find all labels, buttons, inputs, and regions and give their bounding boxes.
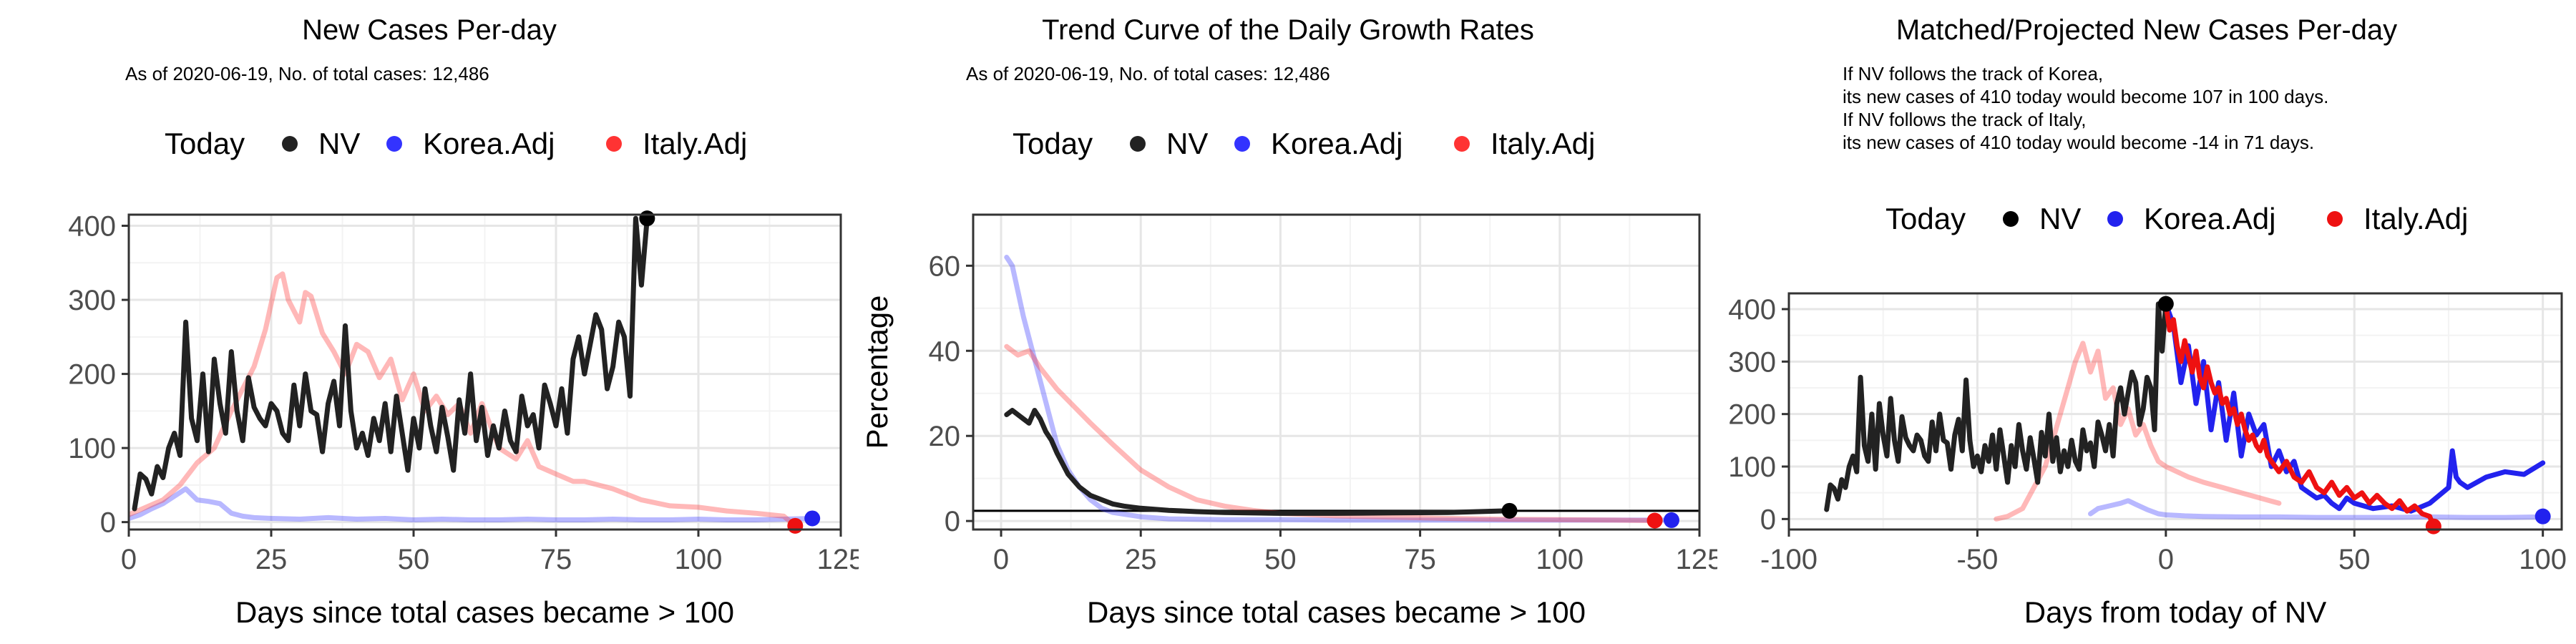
chart-subtitle: As of 2020-06-19, No. of total cases: 12… bbox=[966, 63, 1330, 84]
legend-swatch-italy-adj bbox=[2327, 211, 2343, 227]
today-point-nv bbox=[639, 210, 655, 227]
legend-swatch-korea-adj bbox=[1234, 136, 1250, 152]
legend-swatch-nv bbox=[2003, 211, 2019, 227]
plot-border bbox=[127, 213, 842, 531]
legend-label-korea-adj: Korea.Adj bbox=[1271, 127, 1402, 160]
legend-label-italy-adj: Italy.Adj bbox=[2363, 202, 2468, 235]
y-axis-label: Percentage bbox=[860, 296, 894, 449]
legend-title: Today bbox=[1013, 127, 1093, 160]
legend-swatch-nv bbox=[1130, 136, 1146, 152]
y-tick-label: 200 bbox=[68, 359, 116, 391]
chart-subtitle: If NV follows the track of Korea, its new… bbox=[1843, 63, 2328, 153]
legend-label-korea-adj: Korea.Adj bbox=[423, 127, 555, 160]
x-tick-label: 50 bbox=[1264, 544, 1297, 575]
series-line-nv bbox=[1824, 301, 2169, 512]
chart-subtitle: As of 2020-06-19, No. of total cases: 12… bbox=[125, 63, 489, 84]
today-point-nv bbox=[1501, 502, 1518, 519]
subtitle-line: its new cases of 410 today would become … bbox=[1843, 86, 2328, 107]
x-tick-label: 0 bbox=[121, 544, 137, 575]
subtitle-line: If NV follows the track of Italy, bbox=[1843, 109, 2087, 130]
x-tick-label: 125 bbox=[1676, 544, 1717, 575]
growth-rates-chart: Trend Curve of the Daily Growth Rates As … bbox=[860, 14, 1717, 629]
x-tick-label: 100 bbox=[2519, 544, 2567, 575]
y-tick-label: 100 bbox=[1728, 452, 1776, 483]
today-point-korea-adj bbox=[804, 510, 821, 527]
series-line-korea-adj bbox=[129, 486, 815, 522]
legend-title: Today bbox=[165, 127, 245, 160]
subtitle-line: If NV follows the track of Korea, bbox=[1843, 63, 2103, 84]
series-line-italy-adj bbox=[1004, 343, 1657, 523]
legend-swatch-italy-adj bbox=[1454, 136, 1470, 152]
subtitle-line: As of 2020-06-19, No. of total cases: 12… bbox=[125, 63, 489, 84]
series-line-nv bbox=[132, 215, 650, 512]
today-point-korea-adj bbox=[1663, 512, 1679, 528]
today-point-italy-adj bbox=[1646, 512, 1663, 529]
chart-title: Matched/Projected New Cases Per-day bbox=[1896, 14, 2397, 46]
chart-panel-growth-rates: Trend Curve of the Daily Growth Rates As … bbox=[859, 0, 1717, 644]
plot-border bbox=[1787, 292, 2563, 531]
legend-label-italy-adj: Italy.Adj bbox=[643, 127, 747, 160]
x-tick-label: 50 bbox=[398, 544, 430, 575]
subtitle-line: As of 2020-06-19, No. of total cases: 12… bbox=[966, 63, 1330, 84]
legend-swatch-nv bbox=[282, 136, 298, 152]
x-axis-label: Days since total cases became > 100 bbox=[235, 595, 734, 629]
y-tick-label: 200 bbox=[1728, 399, 1776, 431]
chart-panel-projected: Matched/Projected New Cases Per-day If NV… bbox=[1717, 0, 2576, 644]
x-tick-label: 125 bbox=[817, 544, 859, 575]
x-tick-label: 75 bbox=[540, 544, 572, 575]
x-tick-label: 25 bbox=[255, 544, 288, 575]
series-line-korea-adj-past- bbox=[2088, 498, 2546, 520]
x-tick-label: 50 bbox=[2338, 544, 2371, 575]
legend-label-korea-adj: Korea.Adj bbox=[2144, 202, 2275, 235]
y-tick-label: 100 bbox=[68, 433, 116, 464]
y-tick-label: 20 bbox=[929, 421, 961, 452]
x-tick-label: -50 bbox=[1957, 544, 1999, 575]
chart-panel-new-cases: New Cases Per-day As of 2020-06-19, No. o… bbox=[0, 0, 859, 644]
x-tick-label: 0 bbox=[2158, 544, 2174, 575]
today-point-korea-adj bbox=[2534, 508, 2551, 525]
series-line-korea-adj bbox=[2163, 301, 2546, 514]
y-tick-label: 0 bbox=[945, 506, 960, 537]
series-group bbox=[973, 255, 1699, 523]
legend-label-nv: NV bbox=[1166, 127, 1208, 160]
today-point-nv bbox=[2157, 296, 2174, 312]
today-point-italy-adj bbox=[2425, 518, 2441, 535]
today-point-italy-adj bbox=[787, 517, 804, 534]
legend-swatch-korea-adj bbox=[386, 136, 402, 152]
x-axis-label: Days from today of NV bbox=[2024, 595, 2326, 629]
y-tick-label: 300 bbox=[1728, 346, 1776, 378]
series-line-korea-adj bbox=[1004, 255, 1674, 523]
plot-border bbox=[972, 213, 1701, 531]
chart-title: Trend Curve of the Daily Growth Rates bbox=[1042, 14, 1534, 46]
y-tick-label: 0 bbox=[100, 507, 116, 539]
y-tick-label: 400 bbox=[68, 211, 116, 243]
y-tick-label: 400 bbox=[1728, 294, 1776, 326]
y-tick-label: 40 bbox=[929, 336, 961, 367]
legend-label-nv: NV bbox=[318, 127, 360, 160]
y-tick-label: 60 bbox=[929, 250, 961, 282]
series-group bbox=[129, 215, 815, 529]
subtitle-line: its new cases of 410 today would become … bbox=[1843, 132, 2314, 153]
y-tick-label: 0 bbox=[1760, 504, 1776, 535]
x-tick-label: 0 bbox=[993, 544, 1009, 575]
x-tick-label: -100 bbox=[1760, 544, 1818, 575]
legend-title: Today bbox=[1885, 202, 1966, 235]
x-tick-label: 75 bbox=[1404, 544, 1436, 575]
chart-title: New Cases Per-day bbox=[302, 14, 557, 46]
legend-swatch-italy-adj bbox=[606, 136, 622, 152]
x-axis-label: Days since total cases became > 100 bbox=[1087, 595, 1586, 629]
legend-label-nv: NV bbox=[2039, 202, 2081, 235]
series-group bbox=[1824, 301, 2546, 530]
x-tick-label: 25 bbox=[1125, 544, 1157, 575]
legend-swatch-korea-adj bbox=[2107, 211, 2123, 227]
legend-label-italy-adj: Italy.Adj bbox=[1491, 127, 1595, 160]
new-cases-chart: New Cases Per-day As of 2020-06-19, No. o… bbox=[68, 14, 859, 629]
series-line-italy-adj bbox=[2163, 301, 2436, 530]
projected-cases-chart: Matched/Projected New Cases Per-day If NV… bbox=[1728, 14, 2567, 629]
y-tick-label: 300 bbox=[68, 285, 116, 316]
x-tick-label: 100 bbox=[1536, 544, 1584, 575]
x-tick-label: 100 bbox=[675, 544, 723, 575]
series-line-nv bbox=[1004, 408, 1512, 516]
